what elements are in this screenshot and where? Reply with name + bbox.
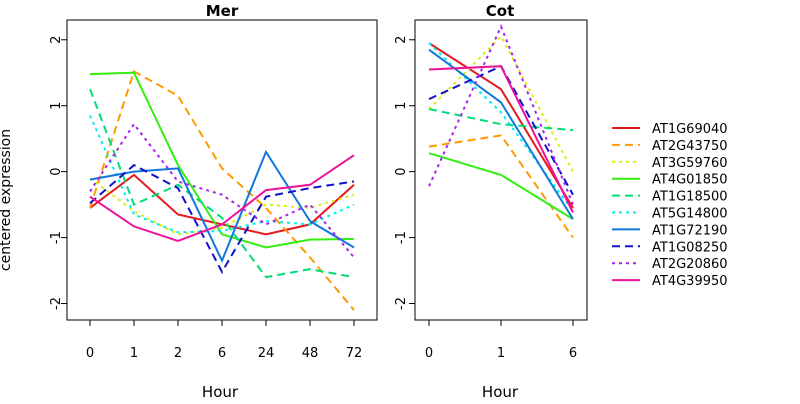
legend-item: AT2G20860 <box>612 257 728 272</box>
series-line-at2g20860 <box>428 24 574 205</box>
y-tick-label: -2 <box>394 297 409 310</box>
x-tick-label: 6 <box>569 346 577 361</box>
x-tick-label: 1 <box>497 346 505 361</box>
y-tick-label: -2 <box>49 297 64 310</box>
legend-label: AT1G18500 <box>652 190 728 205</box>
legend-label: AT2G43750 <box>652 139 728 154</box>
legend-item: AT4G01850 <box>612 173 728 188</box>
chart-title: Cot <box>486 2 514 20</box>
series-line-at1g18500 <box>89 88 355 279</box>
x-tick-label: 0 <box>425 346 433 361</box>
legend-item: AT1G69040 <box>612 122 728 137</box>
legend-item: AT4G39950 <box>612 274 728 289</box>
series-line-at1g69040 <box>428 42 574 209</box>
series-group <box>89 69 355 311</box>
series-line-at1g72190 <box>89 149 355 264</box>
x-tick-label: 48 <box>302 346 319 361</box>
series-line-at5g14800 <box>89 115 355 234</box>
legend-label: AT2G20860 <box>652 257 728 272</box>
series-group <box>428 24 574 239</box>
legend-label: AT5G14800 <box>652 207 728 222</box>
plot-frame <box>414 19 588 321</box>
legend-item: AT2G43750 <box>612 139 728 154</box>
chart-title: Mer <box>206 2 239 20</box>
legend-item: AT1G18500 <box>612 190 728 205</box>
series-line-at2g43750 <box>89 69 355 311</box>
legend-label: AT1G69040 <box>652 122 728 137</box>
chart-panel-cot: Cot -2 -1 0 1 2 0 1 6 Hour <box>394 2 588 401</box>
chart-panel-mer: Mer -2 -1 0 1 2 0 1 2 6 24 48 72 Hour centered express… <box>0 2 378 401</box>
x-tick-label: 0 <box>86 346 94 361</box>
y-tick-label: 1 <box>49 102 64 110</box>
legend-item: AT5G14800 <box>612 207 728 222</box>
series-line-at3g59760 <box>89 177 355 236</box>
x-tick-label: 24 <box>258 346 275 361</box>
x-tick-label: 6 <box>218 346 226 361</box>
y-tick-label: 2 <box>394 36 409 44</box>
legend-item: AT3G59760 <box>612 156 728 171</box>
series-line-at4g01850 <box>89 71 355 249</box>
legend-label: AT3G59760 <box>652 156 728 171</box>
series-line-at2g20860 <box>89 122 355 259</box>
x-axis-label: Hour <box>482 383 519 400</box>
series-line-at1g18500 <box>428 108 574 132</box>
legend-label: AT1G72190 <box>652 223 728 238</box>
legend-label: AT4G39950 <box>652 274 728 289</box>
legend-label: AT4G01850 <box>652 173 728 188</box>
series-line-at5g14800 <box>428 42 574 212</box>
series-line-at1g72190 <box>428 48 574 220</box>
x-axis-label: Hour <box>202 383 239 400</box>
x-tick-label: 2 <box>174 346 182 361</box>
x-tick-label: 1 <box>130 346 138 361</box>
y-tick-label: -1 <box>394 231 409 244</box>
y-tick-label: 0 <box>394 168 409 176</box>
legend-item: AT1G08250 <box>612 240 728 255</box>
legend: AT1G69040 AT2G43750 AT3G59760 AT4G01850 AT1G… <box>612 122 728 289</box>
y-tick-label: 1 <box>394 102 409 110</box>
y-axis-label: centered expression <box>0 129 14 271</box>
legend-label: AT1G08250 <box>652 240 728 255</box>
series-line-at1g08250 <box>89 163 355 274</box>
series-line-at4g01850 <box>428 152 574 220</box>
series-line-at4g39950 <box>428 65 574 213</box>
series-line-at3g59760 <box>428 34 574 173</box>
y-tick-label: 2 <box>49 36 64 44</box>
series-line-at4g39950 <box>89 154 355 242</box>
y-tick-label: 0 <box>49 168 64 176</box>
x-tick-label: 72 <box>346 346 363 361</box>
legend-item: AT1G72190 <box>612 223 728 238</box>
y-tick-label: -1 <box>49 231 64 244</box>
